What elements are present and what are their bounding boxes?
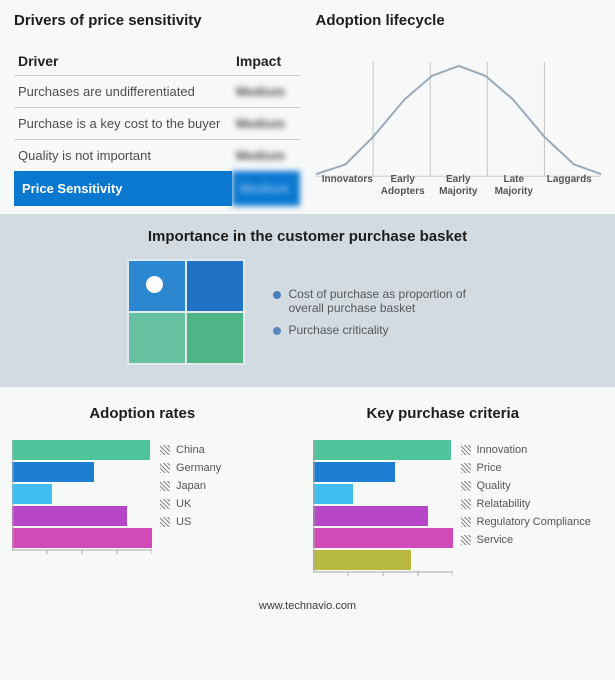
adoption-title: Adoption rates	[0, 405, 303, 422]
impact-val: Medium	[232, 171, 300, 206]
legend-item: Service	[461, 534, 591, 546]
criteria-title: Key purchase criteria	[283, 405, 604, 422]
legend-item: UK	[160, 498, 221, 510]
legend-item: Innovation	[461, 444, 591, 456]
driver-row: Quality is not important	[14, 140, 232, 172]
driver-row: Purchases are undifferentiated	[14, 76, 232, 108]
legend-item: Relatability	[461, 498, 591, 510]
lifecycle-title: Adoption lifecycle	[316, 12, 602, 29]
impact-val: Medium	[232, 76, 300, 108]
basket-position-dot	[146, 276, 163, 293]
impact-val: Medium	[232, 140, 300, 172]
basket-legend: Cost of purchase as proportion of overal…	[273, 279, 489, 345]
footer-link: www.technavio.com	[0, 594, 615, 622]
legend-item: Cost of purchase as proportion of overal…	[273, 287, 489, 315]
lifecycle-chart: InnovatorsEarly AdoptersEarly MajorityLa…	[316, 47, 602, 202]
legend-item: Japan	[160, 480, 221, 492]
impact-val: Medium	[232, 108, 300, 140]
legend-item: Price	[461, 462, 591, 474]
col-impact: Impact	[232, 47, 300, 76]
legend-item: China	[160, 444, 221, 456]
driver-row: Purchase is a key cost to the buyer	[14, 108, 232, 140]
legend-item: Germany	[160, 462, 221, 474]
basket-title: Importance in the customer purchase bask…	[14, 228, 601, 245]
legend-item: Quality	[461, 480, 591, 492]
price-sensitivity-row: Price Sensitivity	[14, 171, 232, 206]
adoption-chart: Adoption rates ChinaGermanyJapanUKUS	[12, 405, 303, 586]
legend-item: Regulatory Compliance	[461, 516, 591, 528]
drivers-title: Drivers of price sensitivity	[14, 12, 300, 29]
basket-quadrant	[127, 259, 245, 365]
criteria-chart: Key purchase criteria InnovationPriceQua…	[313, 405, 604, 586]
drivers-table: DriverImpact Purchases are undifferentia…	[14, 47, 300, 206]
col-driver: Driver	[14, 47, 232, 76]
legend-item: Purchase criticality	[273, 323, 489, 337]
legend-item: US	[160, 516, 221, 528]
